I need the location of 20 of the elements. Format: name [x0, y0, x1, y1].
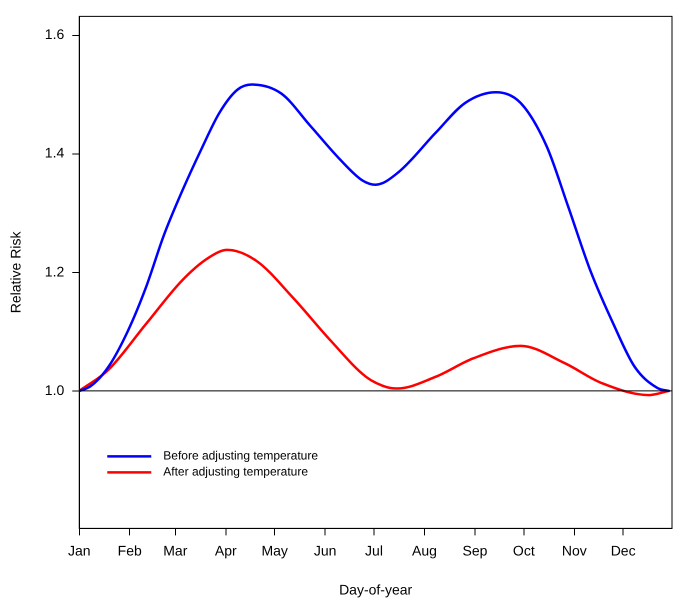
x-axis-title: Day-of-year — [339, 581, 413, 598]
x-tick-label: Apr — [214, 542, 238, 559]
y-tick-label: 1.6 — [44, 26, 64, 42]
x-tick-label: Sep — [462, 542, 488, 559]
x-tick-label: Jan — [68, 542, 91, 559]
x-tick-label: May — [261, 542, 288, 559]
x-tick-label: Aug — [412, 542, 437, 559]
x-tick-label: Dec — [610, 542, 636, 559]
x-tick-label: Feb — [118, 542, 142, 559]
y-axis-title: Relative Risk — [7, 230, 24, 314]
x-tick-label: Jun — [314, 542, 336, 559]
legend-label: Before adjusting temperature — [163, 448, 318, 463]
x-tick-label: Jul — [365, 542, 383, 559]
y-tick-label: 1.2 — [44, 263, 64, 280]
x-tick-label: Oct — [512, 542, 535, 559]
legend-label: After adjusting temperature — [163, 464, 308, 479]
x-tick-label: Nov — [562, 542, 587, 559]
y-tick-label: 1.4 — [44, 144, 64, 161]
x-tick-label: Mar — [163, 542, 188, 559]
y-tick-label: 1.0 — [44, 382, 64, 398]
